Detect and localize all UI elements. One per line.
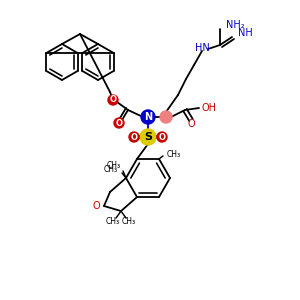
Text: HN: HN (195, 43, 209, 53)
Text: O: O (130, 133, 137, 142)
Text: CH₃: CH₃ (106, 217, 120, 226)
Text: CH₃: CH₃ (104, 166, 118, 175)
Text: O: O (110, 95, 116, 104)
Text: O: O (116, 118, 122, 127)
Circle shape (157, 132, 167, 142)
Circle shape (114, 118, 124, 128)
Text: OH: OH (201, 103, 216, 113)
Text: NH₂: NH₂ (226, 20, 244, 30)
Circle shape (108, 95, 118, 105)
Text: O: O (92, 201, 100, 211)
Text: S: S (144, 132, 152, 142)
Text: CH₃: CH₃ (122, 217, 136, 226)
Circle shape (140, 129, 156, 145)
Circle shape (129, 132, 139, 142)
Circle shape (141, 110, 155, 124)
Text: N: N (144, 112, 152, 122)
Text: CH₃: CH₃ (167, 150, 181, 159)
Text: CH₃: CH₃ (107, 161, 121, 170)
Text: O: O (158, 133, 166, 142)
Text: NH: NH (238, 28, 253, 38)
Text: O: O (187, 119, 195, 129)
Circle shape (160, 111, 172, 123)
